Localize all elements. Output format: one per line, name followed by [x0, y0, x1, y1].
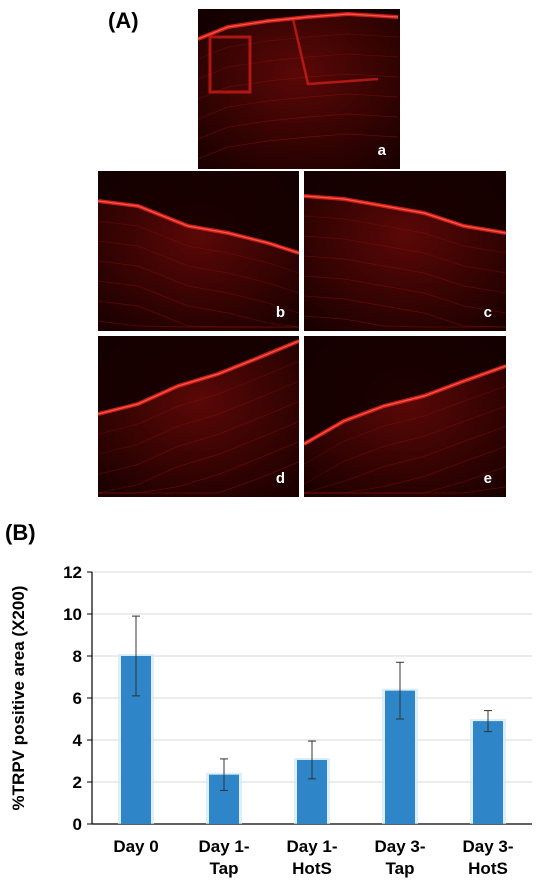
micrograph-c-letter: c: [483, 304, 492, 321]
micrograph-b: b: [98, 171, 299, 331]
bar: [473, 721, 503, 824]
micrograph-d-letter: d: [275, 470, 285, 487]
x-tick-label: Day 0: [113, 837, 158, 856]
micrograph-a: a: [198, 9, 400, 169]
y-tick-label: 10: [63, 605, 82, 624]
trpv-bar-chart: 0 2 4 6 8 10 12 %TRPV positive area (X200) Day 0…: [9, 563, 532, 878]
y-axis-label: %TRPV positive area (X200): [9, 586, 28, 811]
y-tick-label: 12: [63, 563, 82, 582]
y-tick-label: 4: [73, 731, 83, 750]
x-tick-label: Day 1-Tap: [198, 837, 249, 878]
x-tick-label: Day 3-Tap: [374, 837, 425, 878]
micrograph-c: c: [304, 171, 506, 331]
micrograph-a-letter: a: [377, 142, 386, 159]
panel-b-label: (B): [5, 520, 36, 545]
y-tick-label: 2: [73, 773, 82, 792]
micrograph-d: d: [98, 336, 299, 497]
micrograph-e: e: [304, 336, 506, 497]
y-tick-label: 8: [73, 647, 82, 666]
micrograph-b-letter: b: [275, 304, 285, 321]
panel-a-label: (A): [108, 8, 139, 33]
y-tick-label: 0: [73, 815, 82, 834]
micrograph-e-letter: e: [483, 470, 492, 487]
x-tick-label: Day 1-HotS: [286, 837, 337, 878]
y-tick-label: 6: [73, 689, 82, 708]
x-tick-label: Day 3-HotS: [462, 837, 513, 878]
